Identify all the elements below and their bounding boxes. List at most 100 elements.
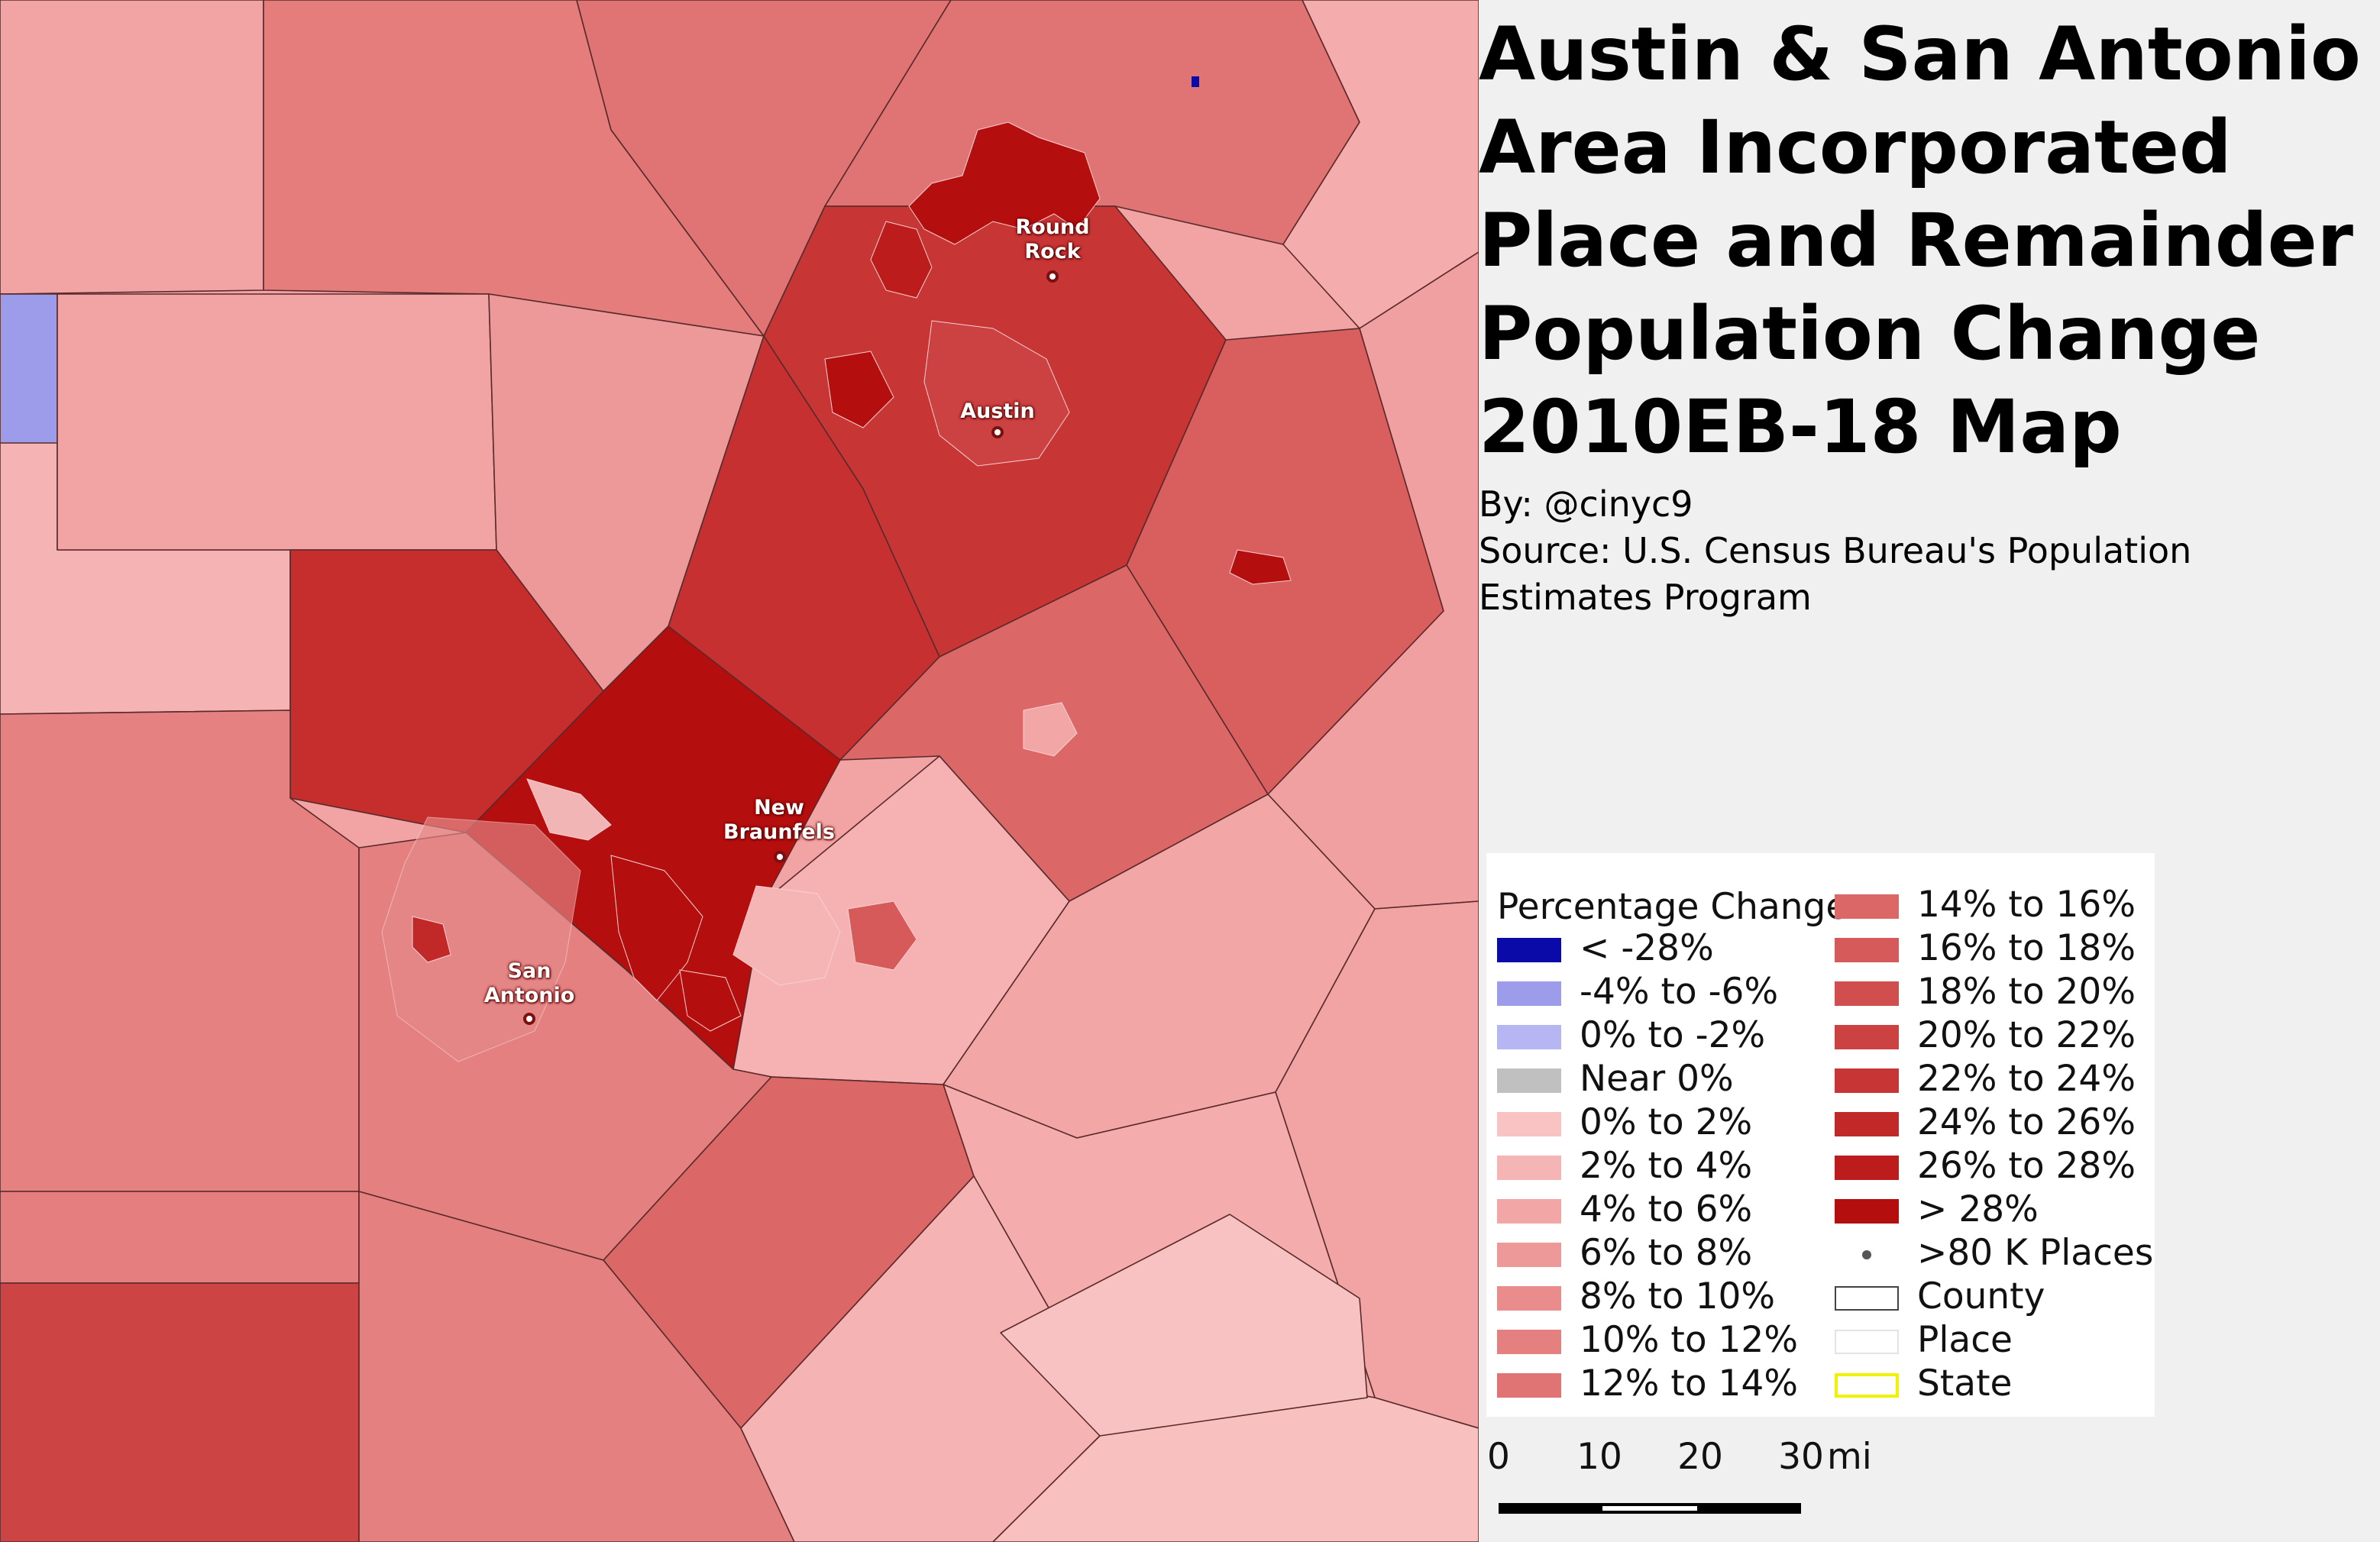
legend-swatch bbox=[1497, 1199, 1561, 1224]
city-label-san-antonio: San Antonio bbox=[484, 959, 575, 1008]
legend-swatch bbox=[1497, 1025, 1561, 1049]
legend-item: 12% to 14% bbox=[1497, 1363, 1818, 1405]
legend-item: Place bbox=[1835, 1319, 2155, 1362]
scale-tick-label: 0 bbox=[1487, 1436, 1510, 1478]
legend-swatch bbox=[1497, 1330, 1561, 1354]
legend-item: 6% to 8% bbox=[1497, 1232, 1818, 1275]
scale-tick-label: 10 bbox=[1576, 1436, 1622, 1478]
legend-label: State bbox=[1917, 1363, 2013, 1405]
place-polygon bbox=[908, 121, 1101, 245]
scale-tick-label: 30 bbox=[1778, 1436, 1824, 1478]
legend-item: 26% to 28% bbox=[1835, 1145, 2155, 1188]
legend-label: 20% to 22% bbox=[1917, 1014, 2136, 1056]
legend-item: 22% to 24% bbox=[1835, 1058, 2155, 1101]
legend: Percentage Change < -28% -4% to -6% 0% to … bbox=[1486, 853, 2155, 1417]
county-polygon bbox=[0, 0, 264, 295]
map-title: Austin & San Antonio Area Incorporated P… bbox=[1479, 11, 2361, 470]
state-county-dark bbox=[1192, 76, 1199, 87]
legend-item: 24% to 26% bbox=[1835, 1101, 2155, 1144]
legend-item: State bbox=[1835, 1363, 2155, 1405]
legend-item: 18% to 20% bbox=[1835, 971, 2155, 1013]
place-polygons bbox=[381, 121, 1292, 1062]
place-polygon bbox=[847, 900, 917, 971]
legend-swatch bbox=[1835, 1068, 1899, 1093]
scale-bar: 0 10 20 30 mi bbox=[1486, 1436, 1945, 1520]
legend-item: 0% to -2% bbox=[1497, 1014, 1818, 1057]
county-polygon bbox=[0, 1282, 360, 1542]
legend-item: 4% to 6% bbox=[1497, 1188, 1818, 1231]
city-label-line: Austin bbox=[960, 399, 1035, 423]
legend-item: < -28% bbox=[1497, 927, 1818, 970]
legend-swatch bbox=[1497, 1243, 1561, 1267]
legend-label: 18% to 20% bbox=[1917, 971, 2136, 1013]
legend-swatch bbox=[1835, 1156, 1899, 1180]
legend-label: 12% to 14% bbox=[1580, 1363, 1798, 1405]
legend-swatch bbox=[1497, 1112, 1561, 1136]
legend-label: 24% to 26% bbox=[1917, 1101, 2136, 1143]
legend-swatch bbox=[1497, 938, 1561, 962]
legend-swatch bbox=[1835, 938, 1899, 962]
place-polygon bbox=[610, 855, 703, 1001]
legend-label: Place bbox=[1917, 1319, 2013, 1361]
place-polygon bbox=[732, 885, 841, 986]
legend-item: 14% to 16% bbox=[1835, 884, 2155, 926]
legend-item: 16% to 18% bbox=[1835, 927, 2155, 970]
places-dot-icon bbox=[1862, 1250, 1871, 1259]
place-polygon bbox=[824, 351, 894, 428]
city-label-line: Antonio bbox=[483, 984, 575, 1007]
city-label-line: San bbox=[507, 959, 551, 983]
legend-swatch bbox=[1835, 1112, 1899, 1136]
city-label-line: New bbox=[754, 796, 804, 819]
legend-label: Near 0% bbox=[1580, 1058, 1734, 1100]
city-label-austin: Austin bbox=[960, 399, 1035, 424]
county-polygon bbox=[1000, 1214, 1368, 1437]
legend-label: 22% to 24% bbox=[1917, 1058, 2136, 1100]
legend-item: 10% to 12% bbox=[1497, 1319, 1818, 1362]
choropleth-map[interactable]: Round Rock Austin New Braunfels San Anto… bbox=[0, 0, 1479, 1542]
scale-unit: mi bbox=[1827, 1436, 1872, 1478]
legend-label: 0% to 2% bbox=[1580, 1101, 1753, 1143]
place-polygon bbox=[679, 969, 742, 1032]
city-marker-round-rock[interactable] bbox=[1046, 270, 1059, 283]
legend-item: 8% to 10% bbox=[1497, 1275, 1818, 1318]
legend-item: >80 K Places bbox=[1835, 1232, 2155, 1275]
legend-item: > 28% bbox=[1835, 1188, 2155, 1231]
legend-label: 10% to 12% bbox=[1580, 1319, 1798, 1361]
legend-swatch bbox=[1835, 894, 1899, 919]
legend-label: -4% to -6% bbox=[1580, 971, 1779, 1013]
legend-label: > 28% bbox=[1917, 1188, 2039, 1230]
byline: By: @cinyc9 bbox=[1479, 483, 1693, 525]
legend-label: 14% to 16% bbox=[1917, 884, 2136, 926]
legend-swatch bbox=[1835, 1199, 1899, 1224]
legend-swatch bbox=[1497, 1286, 1561, 1311]
city-marker-austin[interactable] bbox=[991, 426, 1004, 438]
place-polygon bbox=[870, 221, 933, 299]
legend-label: 6% to 8% bbox=[1580, 1232, 1753, 1274]
place-polygon bbox=[381, 816, 581, 1062]
city-marker-san-antonio[interactable] bbox=[523, 1013, 535, 1025]
legend-label: >80 K Places bbox=[1917, 1232, 2154, 1274]
scale-segment-2 bbox=[1599, 1503, 1700, 1514]
legend-label: County bbox=[1917, 1275, 2045, 1317]
legend-label: 8% to 10% bbox=[1580, 1275, 1776, 1317]
county-outline-swatch bbox=[1835, 1286, 1899, 1311]
legend-label: 0% to -2% bbox=[1580, 1014, 1766, 1056]
city-label-new-braunfels: New Braunfels bbox=[723, 796, 835, 845]
place-polygon bbox=[923, 320, 1070, 467]
legend-swatch bbox=[1497, 1156, 1561, 1180]
legend-label: 16% to 18% bbox=[1917, 927, 2136, 969]
legend-item: 0% to 2% bbox=[1497, 1101, 1818, 1144]
county-polygons bbox=[0, 0, 1479, 1542]
place-polygon bbox=[526, 778, 612, 841]
city-marker-new-braunfels[interactable] bbox=[774, 851, 786, 863]
place-polygon bbox=[412, 916, 451, 963]
legend-swatch bbox=[1835, 981, 1899, 1006]
legend-title: Percentage Change bbox=[1497, 886, 1848, 928]
county-polygon bbox=[57, 293, 497, 551]
legend-label: 2% to 4% bbox=[1580, 1145, 1753, 1187]
legend-item: County bbox=[1835, 1275, 2155, 1318]
source-text: Source: U.S. Census Bureau's Population … bbox=[1479, 530, 2192, 618]
legend-label: 4% to 6% bbox=[1580, 1188, 1753, 1230]
place-outline-swatch bbox=[1835, 1330, 1899, 1354]
legend-item: 2% to 4% bbox=[1497, 1145, 1818, 1188]
